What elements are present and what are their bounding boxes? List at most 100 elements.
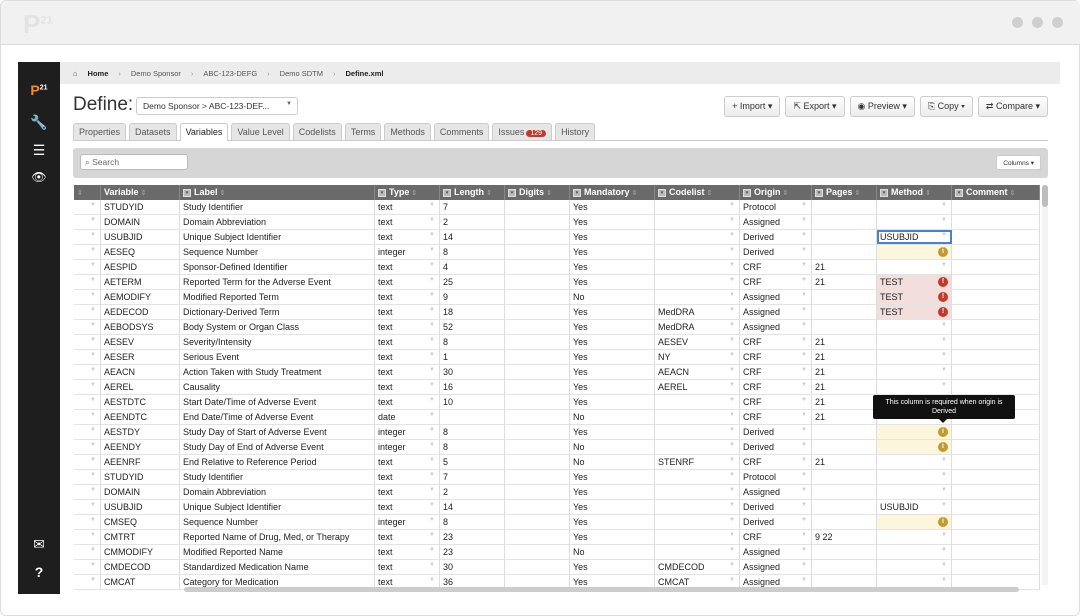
cell-method[interactable]: ▼: [877, 455, 952, 469]
cell-pages[interactable]: [812, 575, 877, 589]
cell-mandatory[interactable]: Yes: [570, 275, 655, 289]
horizontal-scrollbar[interactable]: [184, 587, 1019, 592]
cell-digits[interactable]: [505, 350, 570, 364]
dropdown-icon[interactable]: ▼: [429, 292, 435, 298]
cell-method[interactable]: ▼: [877, 350, 952, 364]
table-row[interactable]: ▼ AEMODIFY Modified Reported Term text ▼ 9 No ▼…: [74, 290, 1040, 305]
cell-mandatory[interactable]: No: [570, 440, 655, 454]
dropdown-icon[interactable]: ▼: [429, 562, 435, 568]
row-menu-icon[interactable]: ▼: [90, 412, 96, 418]
dropdown-icon[interactable]: ▼: [729, 547, 735, 553]
dropdown-icon[interactable]: ▼: [429, 577, 435, 583]
breadcrumb-study[interactable]: ABC-123-DEFG: [203, 68, 258, 78]
cell-type[interactable]: text ▼: [375, 395, 440, 409]
window-dot[interactable]: [1012, 17, 1023, 28]
row-handle[interactable]: ▼: [74, 245, 101, 259]
cell-pages[interactable]: [812, 470, 877, 484]
cell-mandatory[interactable]: Yes: [570, 245, 655, 259]
dropdown-icon[interactable]: ▼: [801, 292, 807, 298]
cell-type[interactable]: text ▼: [375, 290, 440, 304]
cell-origin[interactable]: Derived ▼: [740, 440, 812, 454]
filter-icon[interactable]: ▾: [183, 188, 191, 197]
row-menu-icon[interactable]: ▼: [90, 577, 96, 583]
cell-variable[interactable]: CMSEQ: [101, 515, 180, 529]
cell-mandatory[interactable]: Yes: [570, 575, 655, 589]
cell-method[interactable]: i: [877, 515, 952, 529]
cell-origin[interactable]: CRF ▼: [740, 530, 812, 544]
row-menu-icon[interactable]: ▼: [90, 457, 96, 463]
cell-method[interactable]: ▼: [877, 365, 952, 379]
cell-length[interactable]: 2: [440, 485, 505, 499]
dropdown-icon[interactable]: ▼: [941, 562, 947, 568]
cell-label[interactable]: Study Identifier: [180, 470, 375, 484]
cell-type[interactable]: integer ▼: [375, 425, 440, 439]
sort-icon[interactable]: ⇕: [217, 190, 226, 197]
dropdown-icon[interactable]: ▼: [941, 457, 947, 463]
column-header-mandatory[interactable]: ▾ Mandatory ⇕: [570, 185, 655, 200]
cell-type[interactable]: text ▼: [375, 200, 440, 214]
cell-origin[interactable]: Assigned ▼: [740, 575, 812, 589]
row-menu-icon[interactable]: ▼: [90, 262, 96, 268]
dropdown-icon[interactable]: ▼: [801, 532, 807, 538]
cell-label[interactable]: Unique Subject Identifier: [180, 230, 375, 244]
cell-origin[interactable]: Assigned ▼: [740, 545, 812, 559]
dropdown-icon[interactable]: ▼: [801, 217, 807, 223]
table-row[interactable]: ▼ USUBJID Unique Subject Identifier text ▼ 14…: [74, 500, 1040, 515]
cell-type[interactable]: text ▼: [375, 230, 440, 244]
row-menu-icon[interactable]: ▼: [90, 292, 96, 298]
cell-type[interactable]: text ▼: [375, 545, 440, 559]
cell-type[interactable]: text ▼: [375, 305, 440, 319]
cell-variable[interactable]: AESTDTC: [101, 395, 180, 409]
row-handle[interactable]: ▼: [74, 425, 101, 439]
dropdown-icon[interactable]: ▼: [429, 352, 435, 358]
dropdown-icon[interactable]: ▼: [801, 502, 807, 508]
cell-mandatory[interactable]: Yes: [570, 395, 655, 409]
cell-variable[interactable]: CMMODIFY: [101, 545, 180, 559]
dropdown-icon[interactable]: ▼: [729, 562, 735, 568]
dropdown-icon[interactable]: ▼: [729, 442, 735, 448]
cell-length[interactable]: 5: [440, 455, 505, 469]
table-row[interactable]: ▼ AESEQ Sequence Number integer ▼ 8 Yes ▼ Derive…: [74, 245, 1040, 260]
info-icon[interactable]: i: [938, 442, 948, 452]
cell-digits[interactable]: [505, 335, 570, 349]
info-icon[interactable]: i: [938, 247, 948, 257]
cell-digits[interactable]: [505, 425, 570, 439]
export-button[interactable]: ⇱ Export ▾: [785, 96, 845, 117]
cell-label[interactable]: Modified Reported Term: [180, 290, 375, 304]
table-row[interactable]: ▼ STUDYID Study Identifier text ▼ 7 Yes ▼ Protoc…: [74, 200, 1040, 215]
tab-methods[interactable]: Methods: [384, 123, 431, 140]
cell-method[interactable]: ▼: [877, 470, 952, 484]
cell-mandatory[interactable]: Yes: [570, 470, 655, 484]
cell-origin[interactable]: Assigned ▼: [740, 290, 812, 304]
cell-variable[interactable]: STUDYID: [101, 200, 180, 214]
cell-label[interactable]: Study Day of End of Adverse Event: [180, 440, 375, 454]
cell-length[interactable]: [440, 410, 505, 424]
cell-codelist[interactable]: ▼: [655, 290, 740, 304]
filter-icon[interactable]: ▾: [378, 188, 386, 197]
columns-button[interactable]: Columns ▾: [996, 155, 1041, 170]
table-row[interactable]: ▼ DOMAIN Domain Abbreviation text ▼ 2 Yes ▼ Assi…: [74, 485, 1040, 500]
help-icon[interactable]: ?: [34, 564, 44, 580]
cell-length[interactable]: 2: [440, 215, 505, 229]
cell-pages[interactable]: [812, 290, 877, 304]
cell-digits[interactable]: [505, 575, 570, 589]
cell-variable[interactable]: AESER: [101, 350, 180, 364]
cell-type[interactable]: text ▼: [375, 320, 440, 334]
cell-label[interactable]: Causality: [180, 380, 375, 394]
cell-origin[interactable]: Derived ▼: [740, 245, 812, 259]
dropdown-icon[interactable]: ▼: [429, 412, 435, 418]
dropdown-icon[interactable]: ▼: [941, 577, 947, 583]
cell-length[interactable]: 7: [440, 470, 505, 484]
row-menu-icon[interactable]: ▼: [90, 232, 96, 238]
cell-comment[interactable]: [952, 470, 1040, 484]
cell-comment[interactable]: [952, 560, 1040, 574]
cell-codelist[interactable]: ▼: [655, 515, 740, 529]
cell-pages[interactable]: [812, 215, 877, 229]
cell-comment[interactable]: [952, 410, 1040, 424]
dropdown-icon[interactable]: ▼: [429, 307, 435, 313]
info-icon[interactable]: i: [938, 517, 948, 527]
cell-digits[interactable]: [505, 470, 570, 484]
cell-type[interactable]: text ▼: [375, 560, 440, 574]
cell-comment[interactable]: [952, 455, 1040, 469]
dropdown-icon[interactable]: ▼: [801, 367, 807, 373]
